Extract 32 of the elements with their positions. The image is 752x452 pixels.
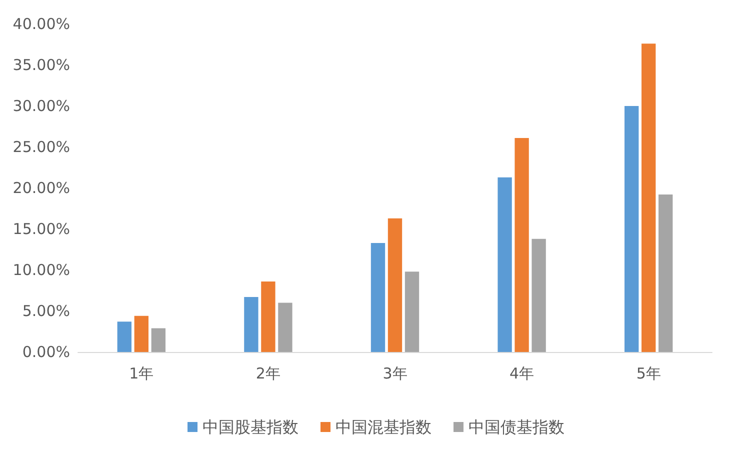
legend-label: 中国债基指数 bbox=[468, 418, 564, 436]
x-tick-label: 4年 bbox=[510, 364, 534, 382]
legend-label: 中国股基指数 bbox=[202, 418, 298, 436]
bar bbox=[261, 281, 276, 352]
bar bbox=[514, 138, 529, 352]
y-tick-label: 40.00% bbox=[12, 15, 70, 33]
bar bbox=[134, 316, 148, 352]
y-tick-label: 5.00% bbox=[22, 302, 70, 320]
bar bbox=[624, 106, 639, 352]
y-tick-label: 10.00% bbox=[12, 261, 70, 279]
y-tick-label: 30.00% bbox=[12, 97, 70, 115]
bar bbox=[498, 177, 512, 352]
bar bbox=[642, 44, 656, 352]
y-tick-label: 35.00% bbox=[12, 56, 70, 74]
bar bbox=[404, 272, 420, 352]
bar bbox=[532, 238, 546, 352]
y-tick-label: 0.00% bbox=[22, 343, 70, 361]
x-tick-label: 2年 bbox=[256, 364, 280, 382]
y-tick-label: 20.00% bbox=[12, 179, 70, 197]
bar bbox=[117, 322, 132, 352]
bar bbox=[151, 328, 166, 352]
x-tick-label: 5年 bbox=[636, 364, 661, 382]
y-tick-label: 25.00% bbox=[12, 138, 70, 156]
bar bbox=[388, 218, 402, 352]
legend-label: 中国混基指数 bbox=[336, 418, 432, 436]
bar bbox=[370, 242, 386, 352]
bar bbox=[244, 297, 258, 352]
bar bbox=[658, 194, 673, 352]
y-tick-label: 15.00% bbox=[12, 220, 70, 238]
bar bbox=[278, 302, 292, 352]
x-tick-label: 3年 bbox=[382, 364, 408, 382]
x-tick-label: 1年 bbox=[129, 364, 154, 382]
